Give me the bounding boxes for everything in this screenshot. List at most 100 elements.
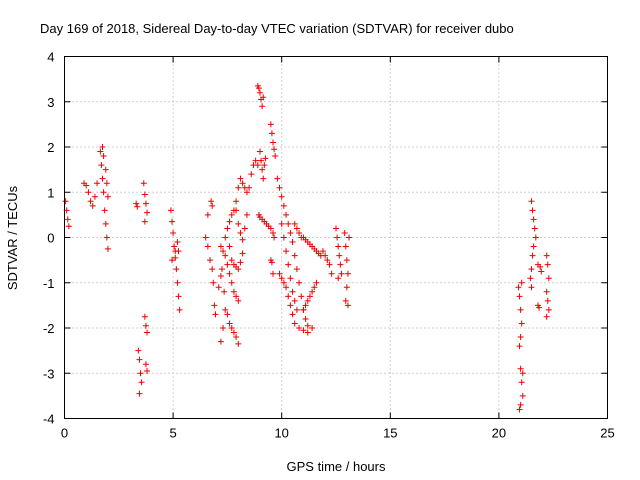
- chart-title: Day 169 of 2018, Sidereal Day-to-day VTE…: [40, 21, 514, 36]
- data-point: [209, 266, 216, 273]
- data-point: [304, 297, 311, 304]
- data-point: [261, 162, 268, 169]
- data-point: [97, 148, 104, 155]
- data-point: [237, 229, 244, 236]
- data-point: [142, 200, 149, 207]
- y-tick-labels: -4 -3 -2 -1 0 1 2 3 4: [43, 50, 55, 427]
- data-point: [176, 306, 183, 313]
- data-point: [228, 325, 235, 331]
- data-point: [172, 254, 179, 261]
- data-point: [319, 248, 326, 255]
- data-point: [515, 284, 522, 291]
- data-point: [228, 211, 235, 218]
- data-point: [335, 275, 342, 282]
- data-point: [258, 157, 265, 164]
- data-point: [134, 203, 141, 210]
- data-point: [204, 211, 211, 218]
- data-point: [241, 225, 248, 232]
- data-point: [212, 311, 219, 318]
- data-point: [531, 225, 538, 232]
- y-tick-label: 0: [47, 231, 54, 246]
- data-point: [226, 218, 233, 225]
- data-point: [91, 193, 98, 200]
- data-point: [142, 361, 149, 368]
- data-point: [137, 370, 144, 377]
- data-point: [142, 322, 149, 329]
- data-point: [289, 239, 296, 246]
- data-point: [271, 146, 278, 153]
- data-point: [237, 175, 244, 182]
- data-point: [100, 189, 107, 196]
- data-point: [328, 270, 335, 277]
- data-point: [516, 293, 523, 300]
- data-point: [260, 94, 267, 101]
- data-point: [211, 302, 218, 309]
- data-point: [304, 322, 311, 329]
- data-point: [271, 234, 278, 241]
- data-point: [334, 234, 341, 241]
- data-point: [280, 234, 287, 241]
- data-point: [87, 198, 94, 205]
- data-point: [309, 288, 316, 295]
- data-point: [309, 325, 316, 331]
- data-point: [136, 390, 143, 397]
- data-point: [243, 189, 250, 196]
- data-point: [64, 216, 71, 223]
- data-point: [296, 325, 303, 331]
- data-point: [528, 198, 535, 205]
- data-point: [237, 259, 244, 266]
- data-point: [536, 304, 543, 311]
- data-point: [337, 261, 344, 268]
- x-tick-label: 0: [61, 426, 68, 441]
- x-tick-label: 5: [169, 426, 176, 441]
- data-point: [280, 202, 287, 209]
- data-point: [140, 180, 147, 187]
- data-point: [517, 306, 524, 313]
- data-point: [341, 229, 348, 236]
- data-point: [170, 229, 177, 236]
- y-tick-label: -1: [43, 276, 55, 291]
- data-point: [324, 257, 331, 264]
- data-point: [104, 245, 111, 252]
- data-point: [221, 288, 228, 295]
- data-point: [519, 392, 526, 399]
- data-point: [138, 379, 145, 386]
- data-point: [285, 261, 292, 268]
- data-point: [528, 284, 535, 291]
- data-point: [243, 211, 250, 218]
- data-point: [239, 236, 246, 243]
- data-point: [173, 266, 180, 273]
- data-point: [517, 365, 524, 372]
- data-point: [291, 297, 298, 304]
- data-point: [175, 293, 182, 300]
- data-point: [233, 334, 240, 341]
- data-point: [235, 184, 242, 191]
- data-point: [144, 329, 151, 336]
- data-point: [133, 200, 140, 207]
- data-point: [298, 293, 305, 300]
- data-point: [538, 268, 545, 275]
- data-point: [85, 189, 92, 196]
- data-point: [544, 297, 551, 304]
- data-point: [224, 261, 231, 268]
- data-point: [230, 288, 237, 295]
- data-point: [209, 202, 216, 209]
- data-point: [346, 234, 353, 241]
- data-point: [527, 275, 534, 282]
- data-point: [174, 239, 181, 246]
- data-point: [343, 284, 350, 291]
- data-point: [544, 261, 551, 268]
- data-point: [326, 261, 333, 268]
- data-point: [517, 334, 524, 341]
- data-point: [270, 270, 277, 277]
- plot-frame: [64, 56, 608, 419]
- data-point: [103, 234, 110, 241]
- data-point: [313, 279, 320, 286]
- data-point: [338, 270, 345, 277]
- x-tick-label: 20: [492, 426, 506, 441]
- data-point: [274, 175, 281, 182]
- data-point: [235, 340, 242, 347]
- data-point: [516, 406, 523, 413]
- data-point: [202, 234, 209, 241]
